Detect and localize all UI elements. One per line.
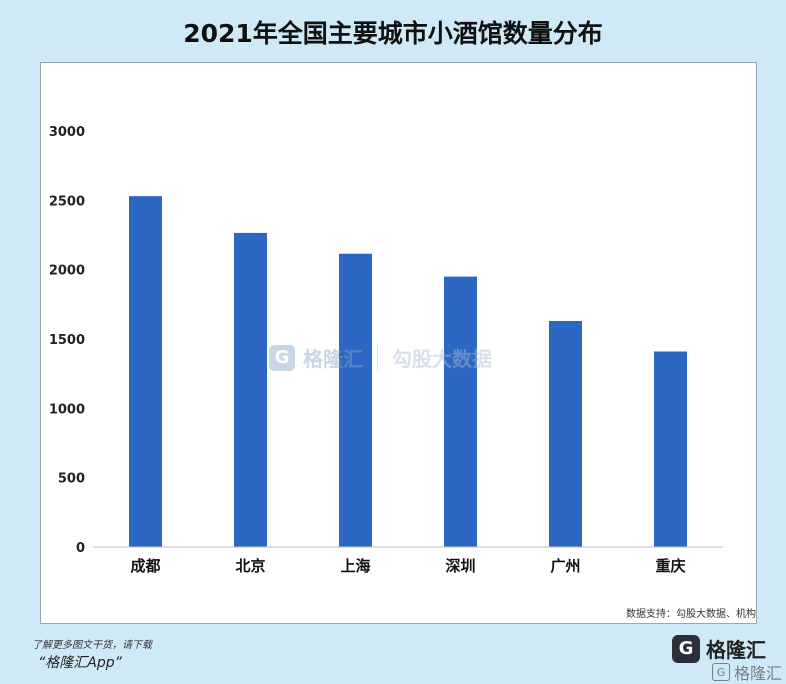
brand-name: 格隆汇 [706, 638, 766, 662]
chart-panel: 0 500 1000 1500 2000 2500 3000 成都 北京 上海 深圳 广州 重庆 G … [40, 62, 757, 624]
x-tick-label: 北京 [235, 557, 265, 575]
bar-4 [549, 320, 582, 547]
chart-title: 2021年全国主要城市小酒馆数量分布 [183, 19, 603, 48]
footer-note: 了解更多图文干货，请下载 [32, 640, 152, 651]
x-tick-label: 广州 [550, 557, 580, 575]
bar-5 [654, 351, 687, 547]
y-tick-label: 0 [76, 541, 85, 556]
x-axis-ticks: 成都 北京 上海 深圳 广州 重庆 [130, 557, 685, 575]
footer-app-name: “格隆汇App” [38, 655, 122, 671]
watermark-brand: 格隆汇 [303, 347, 363, 371]
corner-watermark: G 格隆汇 [711, 660, 782, 684]
corner-logo-icon: G [711, 663, 730, 681]
y-axis-ticks: 0 500 1000 1500 2000 2500 3000 [49, 125, 85, 556]
watermark-divider [377, 344, 378, 371]
brand-logo: G 格隆汇 [672, 634, 766, 663]
x-tick-label: 上海 [340, 557, 370, 575]
bar-chart: 0 500 1000 1500 2000 2500 3000 成都 北京 上海 深圳 广州 重庆 [49, 125, 723, 575]
data-source: 数据支持：勾股大数据、机构 [626, 609, 756, 620]
brand-logo-icon: G [672, 634, 700, 663]
y-tick-label: 2500 [49, 194, 85, 209]
bar-0 [129, 196, 162, 547]
watermark-partner: 勾股大数据 [392, 347, 492, 371]
x-tick-label: 重庆 [655, 557, 685, 575]
corner-brand-name: 格隆汇 [733, 664, 782, 683]
bar-3 [444, 276, 477, 547]
bar-1 [234, 232, 267, 548]
y-tick-label: 500 [58, 472, 85, 487]
watermark: G 格隆汇 勾股大数据 [269, 343, 492, 372]
y-tick-label: 2000 [49, 264, 85, 279]
y-tick-label: 1000 [49, 402, 85, 417]
bars [129, 196, 687, 548]
y-tick-label: 1500 [49, 333, 85, 348]
bar-2 [339, 253, 372, 547]
watermark-logo-icon: G [269, 344, 295, 371]
x-tick-label: 成都 [130, 557, 160, 575]
x-tick-label: 深圳 [445, 557, 475, 575]
y-tick-label: 3000 [49, 125, 85, 140]
